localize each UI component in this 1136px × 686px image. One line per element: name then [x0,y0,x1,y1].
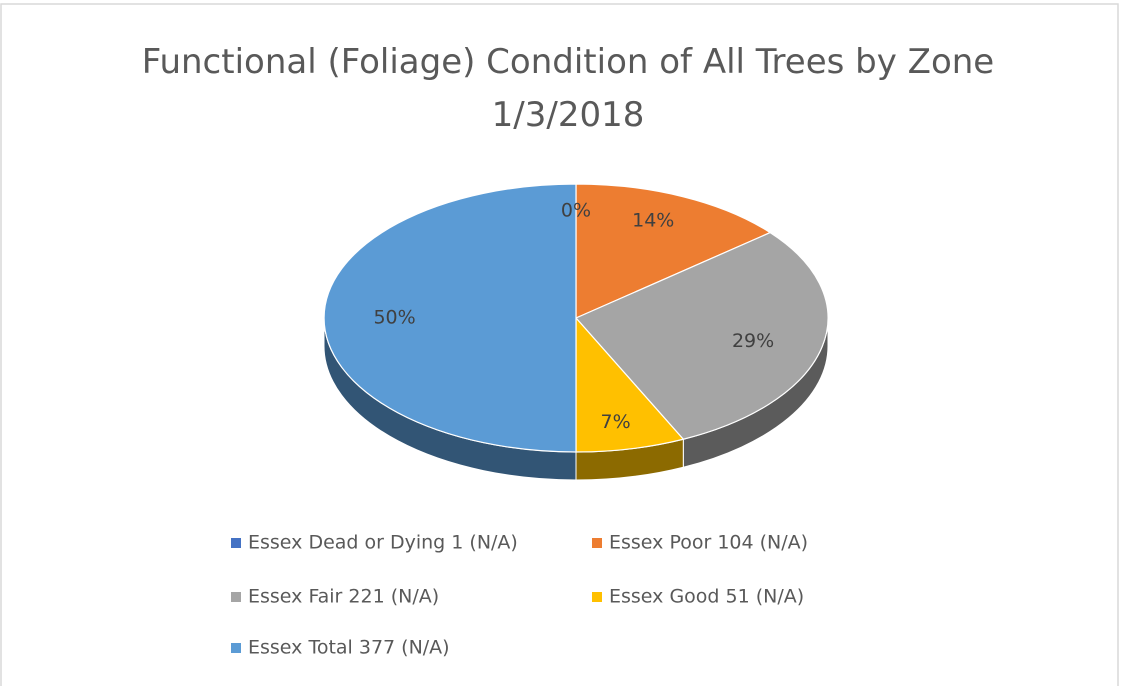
legend-swatch [592,592,602,602]
data-label: 29% [732,330,774,352]
legend-label: Essex Good 51 (N/A) [609,586,804,608]
legend-label: Essex Poor 104 (N/A) [609,532,808,554]
pie-slice [323,183,577,453]
legend-swatch [592,538,602,548]
pie-slice [575,231,829,440]
legend-label: Essex Dead or Dying 1 (N/A) [248,532,518,554]
pie-slice [575,316,685,453]
legend-swatch [231,643,241,653]
data-label: 14% [632,210,674,232]
chart-title: Functional (Foliage) Condition of All Tr… [141,42,995,135]
pie-slice [575,183,772,319]
data-label: 50% [373,307,415,329]
data-label: 0% [561,199,591,221]
chart-border [0,3,1119,686]
legend-label: Essex Total 377 (N/A) [248,637,450,659]
data-label: 7% [601,411,631,433]
legend-label: Essex Fair 221 (N/A) [248,586,439,608]
legend-swatch [231,592,241,602]
legend-swatch [231,538,241,548]
